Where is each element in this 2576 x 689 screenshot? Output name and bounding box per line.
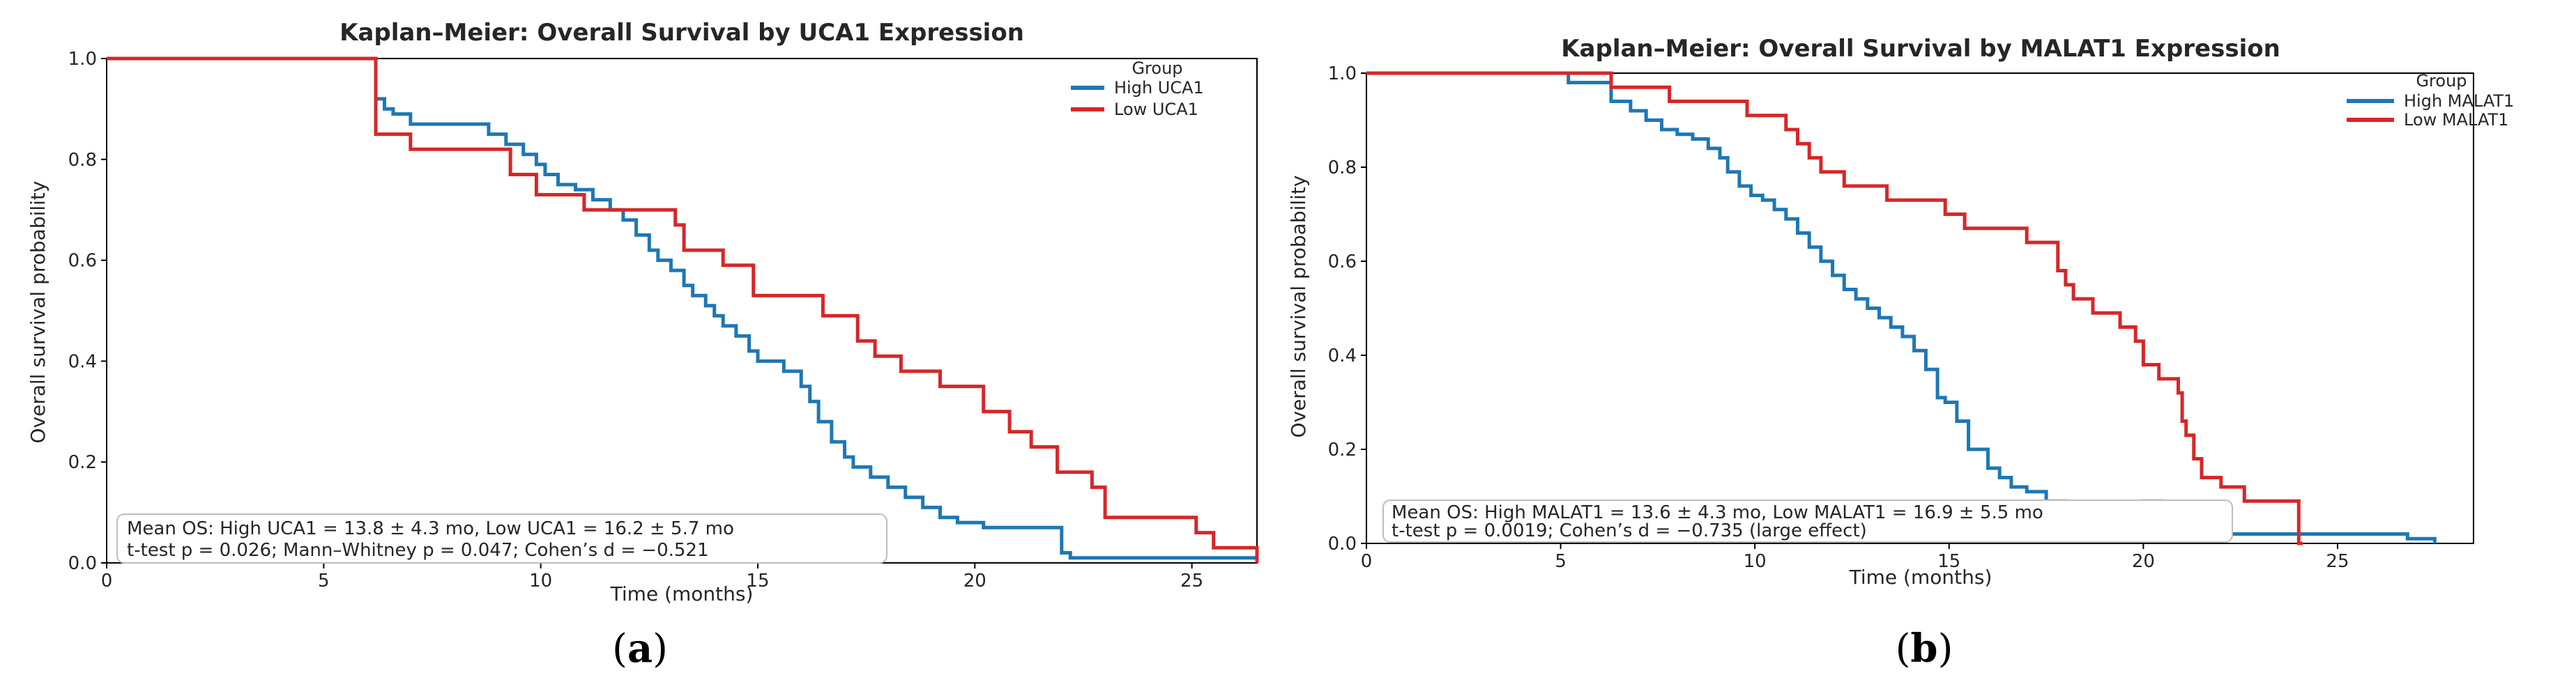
annotation-box [116,513,887,564]
y-axis-label: Overall survival probability [1287,176,1310,438]
x-tick-label: 25 [2326,551,2349,572]
panel-a: Kaplan–Meier: Overall Survival by UCA1 E… [26,19,1259,672]
series-line-low-uca1 [107,56,1259,563]
legend-title: Group [2416,71,2467,91]
x-tick-label: 15 [746,571,769,591]
x-tick-label: 10 [529,571,552,591]
x-tick-label: 5 [318,571,330,591]
legend-label-high-malat1: High MALAT1 [2404,91,2514,111]
y-tick-label: 1.0 [1328,63,1357,84]
y-tick-label: 0.0 [1328,534,1357,555]
series-line-high-malat1 [1366,71,2437,543]
chart-title: Kaplan–Meier: Overall Survival by UCA1 E… [340,19,1024,47]
y-tick-label: 0.4 [1328,346,1357,366]
annotation-line-1: Mean OS: High UCA1 = 13.8 ± 4.3 mo, Low … [127,518,734,539]
y-tick-label: 0.2 [68,452,97,473]
annotation-line-1: Mean OS: High MALAT1 = 13.6 ± 4.3 mo, Lo… [1392,502,2043,523]
x-tick-label: 0 [101,571,113,591]
x-axis-label: Time (months) [610,582,754,605]
x-tick-label: 5 [1555,551,1567,572]
legend-label-low-malat1: Low MALAT1 [2404,110,2508,130]
x-axis-label: Time (months) [1849,566,1992,589]
legend-title: Group [1131,59,1182,78]
annotation-line-2: t-test p = 0.0019; Cohen’s d = −0.735 (l… [1392,520,1867,541]
series-layer [1366,71,2437,545]
annotation-line-2: t-test p = 0.026; Mann–Whitney p = 0.047… [127,540,709,561]
y-tick-label: 0.8 [68,150,97,171]
chart-title: Kaplan–Meier: Overall Survival by MALAT1… [1561,35,2280,63]
panel-label-b: (b) [1896,626,1953,672]
legend-label-low-uca1: Low UCA1 [1114,100,1198,119]
x-tick-label: 25 [1180,571,1203,591]
legend-label-high-uca1: High UCA1 [1114,78,1204,98]
x-tick-label: 15 [1937,551,1960,572]
legend: Group High MALAT1 Low MALAT1 [2347,71,2514,130]
plot-frame [106,58,1258,564]
y-tick-label: 0.6 [68,251,97,272]
panel-label-a: (a) [612,626,668,672]
y-tick-label: 1.0 [68,49,97,70]
plot-area [106,58,1258,564]
plot-frame [1366,72,2474,544]
legend: Group High UCA1 Low UCA1 [1071,59,1204,119]
annotation-box [1382,500,2233,543]
axis-ticks: 0 5 10 15 20 25 0.0 0.2 0.4 0.6 0.8 1.0 [1328,63,2349,572]
y-tick-label: 0.2 [1328,440,1357,460]
panel-b: Kaplan–Meier: Overall Survival by MALAT1… [1287,35,2514,672]
x-tick-label: 10 [1744,551,1767,572]
axis-ticks: 0 5 10 15 20 25 0.0 0.2 0.4 0.6 0.8 1.0 [68,49,1204,591]
y-axis-label: Overall survival probability [26,181,49,444]
y-tick-label: 0.4 [68,351,97,372]
series-line-low-malat1 [1366,71,2303,545]
x-tick-label: 20 [963,571,986,591]
y-tick-label: 0.0 [68,553,97,574]
plot-area [1366,72,2474,544]
stats-annotation: Mean OS: High MALAT1 = 13.6 ± 4.3 mo, Lo… [1382,500,2233,543]
series-layer [107,56,1259,563]
x-tick-label: 0 [1361,551,1373,572]
x-tick-label: 20 [2132,551,2155,572]
y-tick-label: 0.8 [1328,157,1357,178]
stats-annotation: Mean OS: High UCA1 = 13.8 ± 4.3 mo, Low … [116,513,887,564]
series-line-high-uca1 [107,56,1257,560]
y-tick-label: 0.6 [1328,251,1357,272]
